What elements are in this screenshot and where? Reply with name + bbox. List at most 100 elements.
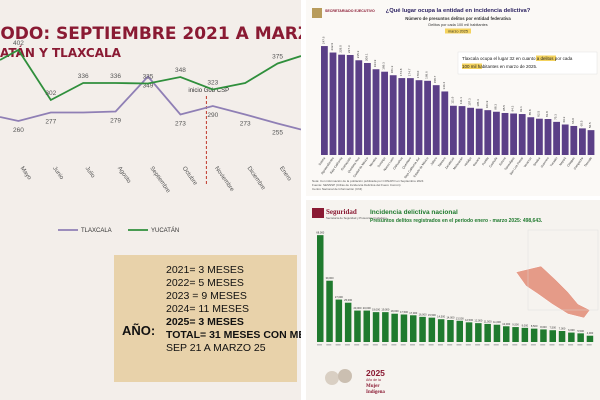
bar-value-label: 85.8 <box>528 109 532 115</box>
bar <box>398 78 406 155</box>
bar <box>587 130 595 155</box>
bar-value-label: 7,000 <box>559 327 566 331</box>
x-tick-label: Yucatán <box>549 156 559 167</box>
bar <box>389 75 397 155</box>
bar <box>317 235 324 342</box>
bar <box>456 320 463 342</box>
bar <box>536 118 543 155</box>
bar-value-label: 105.3 <box>476 99 480 107</box>
x-tick-mark <box>372 344 378 346</box>
data-label: 375 <box>272 54 283 61</box>
header-agency-sub: Secretaría de Seguridad y Protección Ciu… <box>326 216 387 220</box>
bar-value-label: 94.3 <box>511 105 515 111</box>
map-frame <box>527 229 599 311</box>
x-tick-mark <box>354 344 360 346</box>
bar-value-label: 13,500 <box>456 316 464 320</box>
x-tick-mark <box>326 344 332 346</box>
x-tick-mark <box>512 344 518 346</box>
bar-value-label: 15,500 <box>428 313 436 317</box>
footnote: Centro Nacional de Información (CNI) <box>312 187 362 191</box>
x-tick-mark <box>521 344 527 346</box>
bar-value-label: 81.8 <box>545 111 549 117</box>
x-tick-label: Campeche <box>573 156 585 170</box>
x-tick-mark <box>382 344 388 346</box>
bar <box>437 319 445 342</box>
x-tick-label: Veracruz <box>523 156 533 168</box>
x-tick-mark <box>391 344 397 346</box>
x-tick-mark <box>335 344 341 346</box>
bar <box>558 331 566 342</box>
bar-value-label: 98.3 <box>493 104 497 110</box>
bar <box>338 54 345 155</box>
x-tick-label: Puebla <box>481 156 490 166</box>
bar-value-label: 174.8 <box>399 68 403 76</box>
footnote: Nota: Con información de la población pu… <box>312 179 424 183</box>
year-line: 2021= 3 MESES <box>166 264 244 276</box>
x-tick-label: Mayo <box>19 166 33 182</box>
legend-label-yucatan: YUCATÁN <box>151 227 179 234</box>
bar-value-label: 227.3 <box>347 45 351 53</box>
bar <box>321 46 328 155</box>
bar-value-label: 39,000 <box>326 276 334 280</box>
bar <box>419 316 426 342</box>
bar-value-label: 4,000 <box>587 331 594 335</box>
chart-subtitle: Número de presuntos delitos por entidad … <box>405 16 511 21</box>
x-tick-label: Julio <box>84 166 96 180</box>
data-label: 279 <box>110 118 121 125</box>
bar <box>530 328 538 342</box>
data-label: 302 <box>45 90 56 97</box>
bar-value-label: 9,500 <box>512 323 519 327</box>
x-tick-mark <box>344 344 350 346</box>
badge-year: 2025 <box>366 368 385 378</box>
badge-figure-icon <box>338 369 352 383</box>
bar <box>391 313 398 342</box>
bar-value-label: 56.5 <box>588 122 592 128</box>
data-label: 273 <box>175 121 186 128</box>
bar-value-label: 82.5 <box>536 111 540 117</box>
bar <box>544 119 552 155</box>
badge-line: Mujer <box>366 384 380 389</box>
bar <box>561 124 569 155</box>
bar <box>428 317 436 342</box>
bar <box>372 312 380 342</box>
x-tick-label: Zacatecas <box>444 156 456 170</box>
bar <box>503 326 510 342</box>
bar-value-label: 95.5 <box>502 105 506 111</box>
bar-value-label: 11,000 <box>493 320 501 324</box>
x-tick-label: Noviembre <box>213 166 235 194</box>
x-tick-mark <box>410 344 415 346</box>
chart-title: Incidencia delictiva nacional <box>370 209 458 216</box>
badge-figure-icon <box>325 371 339 385</box>
bar <box>586 335 594 342</box>
x-tick-label: Octubre <box>181 166 199 187</box>
line-chart: inicio Gob CSP 260 277 279 349 273 290 273 255 40… <box>0 40 301 234</box>
x-tick-mark <box>317 344 322 346</box>
bar-value-label: 16,000 <box>419 312 427 316</box>
bar <box>549 330 556 342</box>
left-slide-subtitle: ATÁN Y TLAXCALA <box>0 46 121 60</box>
data-label: 335 <box>143 74 154 81</box>
bar <box>521 327 529 342</box>
months-info-box <box>114 255 297 382</box>
chart-subtitle2: Delitos por cada 100 mil habitantes <box>428 23 487 27</box>
bar <box>568 332 575 342</box>
data-label: 348 <box>175 67 186 74</box>
bar-value-label: 10,000 <box>502 322 510 326</box>
x-tick-label: Sinaloa <box>532 156 541 167</box>
x-tick-label: Diciembre <box>246 166 267 192</box>
seal-icon <box>312 8 322 18</box>
x-tick-label: Sonora <box>498 156 507 166</box>
bar-value-label: 25,000 <box>344 298 352 302</box>
header-agency: SECRETARIADO EJECUTIVO <box>325 9 375 13</box>
x-tick-label: Chiapas <box>566 156 576 168</box>
bar-value-label: 93.1 <box>519 106 523 112</box>
bar <box>432 85 440 155</box>
chart-title: ¿Qué lugar ocupa la entidad en incidenci… <box>386 8 531 14</box>
bar-value-label: 215.3 <box>356 50 360 58</box>
bar-value-label: 12,000 <box>474 319 482 323</box>
bar-value-label: 6,000 <box>568 328 575 332</box>
bar-value-label: 60.5 <box>579 120 583 126</box>
chart-subtitle: Presuntos delitos registrados en el peri… <box>370 218 543 224</box>
bar <box>363 310 370 342</box>
